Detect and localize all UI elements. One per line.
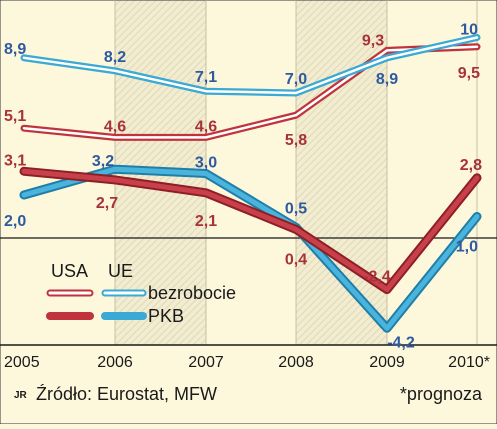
series-line-inner-ue_unemp <box>22 36 479 95</box>
data-label-ue_unemp: 10 <box>460 22 478 39</box>
x-tick-label: 2009 <box>369 354 405 371</box>
x-tick-label: 2008 <box>278 354 314 371</box>
series-line-inner-ue_gdp <box>21 166 480 331</box>
data-label-usa_unemp: 9,3 <box>362 32 384 49</box>
legend-row-gdp: PKB <box>148 306 184 326</box>
data-label-ue_unemp: 8,2 <box>104 49 126 66</box>
data-label-usa_gdp: 2,7 <box>96 195 118 212</box>
data-label-ue_gdp: 2,0 <box>4 213 26 230</box>
data-label-ue_unemp: 8,9 <box>376 71 398 88</box>
source-text: Źródło: Eurostat, MFW <box>36 384 217 404</box>
year-band-2008 <box>296 0 387 345</box>
data-label-ue_gdp: 1,0 <box>456 239 478 256</box>
data-label-usa_gdp: 0,4 <box>285 251 307 268</box>
x-tick-label: 2010* <box>448 354 490 371</box>
data-label-usa_gdp: 3,1 <box>4 152 26 169</box>
data-label-ue_unemp: 7,1 <box>195 69 217 86</box>
data-label-ue_gdp: 3,0 <box>195 155 217 172</box>
series-line-inner-usa_gdp <box>21 168 480 293</box>
x-tick-label: 2006 <box>97 354 133 371</box>
author-initials: JR <box>14 390 28 401</box>
data-label-usa_unemp: 5,1 <box>4 108 26 125</box>
legend: USA UE bezrobocie PKB <box>46 261 236 326</box>
data-label-ue_unemp: 8,9 <box>4 41 26 58</box>
data-label-usa_unemp: 5,8 <box>285 132 307 149</box>
legend-col-ue: UE <box>108 261 133 281</box>
x-tick-label: 2005 <box>4 354 40 371</box>
data-label-usa_gdp: 2,8 <box>460 157 482 174</box>
data-label-ue_gdp: 3,2 <box>92 153 114 170</box>
legend-col-usa: USA <box>51 261 88 281</box>
series-lines <box>19 34 482 333</box>
data-label-usa_unemp: 4,6 <box>104 118 126 135</box>
data-label-usa_gdp: -2,4 <box>363 269 391 286</box>
data-labels: 8,9 8,2 7,1 7,0 8,9 10 5,1 4,6 4,6 5,8 9,3 9,5 2,0 3,… <box>4 22 482 352</box>
data-label-usa_unemp: 9,5 <box>458 65 480 82</box>
data-label-usa_unemp: 4,6 <box>195 118 217 135</box>
data-label-ue_gdp: 0,5 <box>285 200 307 217</box>
data-label-ue_gdp: -4,2 <box>387 334 415 351</box>
data-label-usa_gdp: 2,1 <box>195 213 217 230</box>
legend-row-unemployment: bezrobocie <box>148 283 236 303</box>
x-tick-labels: 2005 2006 2007 2008 2009 2010* <box>4 354 490 371</box>
series-line-inner-usa_unemp <box>22 45 479 139</box>
forecast-note: *prognoza <box>400 384 483 404</box>
data-label-ue_unemp: 7,0 <box>285 71 307 88</box>
x-tick-label: 2007 <box>188 354 224 371</box>
